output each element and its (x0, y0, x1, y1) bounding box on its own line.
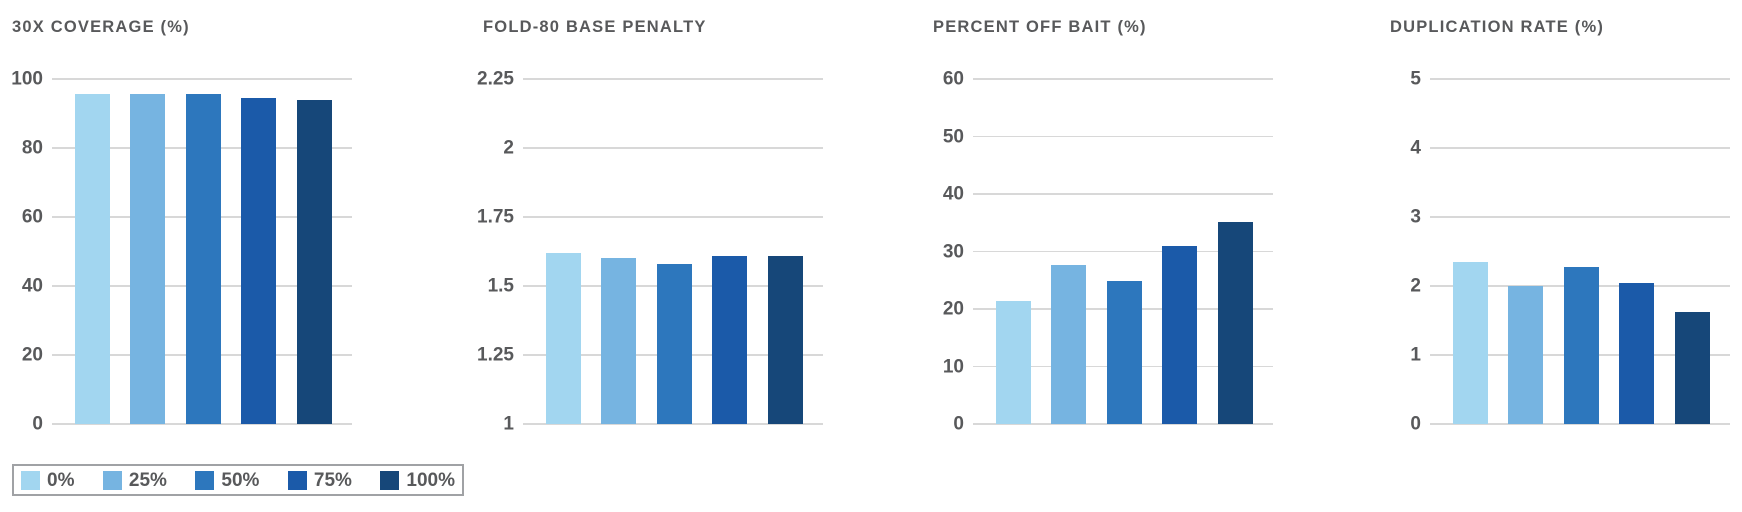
y-tick-label: 30 (942, 241, 964, 262)
y-tick-label: 60 (942, 68, 964, 90)
plot-area: 0 1 2 3 4 5 (1410, 70, 1730, 434)
y-tick-label: 20 (21, 344, 43, 366)
y-tick-label: 0 (953, 413, 964, 435)
y-tick-label: 0 (32, 413, 43, 435)
gridline (973, 250, 1273, 253)
gridline (973, 135, 1273, 138)
chart-title: PERCENT OFF BAIT (%) (933, 18, 1147, 36)
gridline (523, 423, 823, 425)
bar-100% (1217, 222, 1253, 424)
legend-label: 100% (406, 469, 455, 491)
plot-area: 1 1.25 1.5 1.75 2 2.25 (477, 70, 823, 434)
legend-item-50pct: 50% (195, 469, 260, 491)
bar-25% (130, 93, 165, 424)
y-tick-label: 1.75 (477, 206, 514, 228)
y-tick-label: 5 (1410, 68, 1421, 90)
gridline (523, 216, 823, 218)
plot-area: 0 20 40 60 80 100 (11, 70, 352, 434)
y-tick-label: 1.25 (477, 344, 514, 366)
bar-75% (1619, 282, 1654, 424)
y-tick-label: 1 (503, 413, 514, 435)
y-tick-label: 50 (942, 126, 964, 147)
gridline (973, 78, 1273, 80)
y-tick-label: 2 (503, 137, 514, 159)
chart-fold-80-base-penalty: FOLD-80 BASE PENALTY 1 1.25 1.5 1.75 2 2.25 (477, 0, 833, 440)
legend-swatch (287, 470, 307, 490)
gridline (973, 193, 1273, 195)
y-tick-label: 40 (21, 275, 43, 297)
bar-25% (601, 258, 636, 424)
chart-30x-coverage: 30X COVERAGE (%) 0 20 40 60 80 100 (10, 0, 362, 440)
bar-75% (1162, 246, 1197, 424)
bar-50% (1106, 280, 1142, 424)
legend: 0% 25% 50% 75% 100% (12, 464, 464, 496)
bar-50% (656, 263, 692, 424)
bar-0% (74, 93, 110, 424)
y-tick-label: 1 (1410, 344, 1421, 366)
legend-item-0pct: 0% (21, 469, 75, 491)
legend-swatch (21, 470, 40, 490)
gridline (52, 78, 352, 80)
gridline (973, 423, 1273, 425)
legend-swatch (195, 470, 215, 490)
y-tick-label: 40 (942, 183, 964, 205)
bar-100% (767, 255, 803, 424)
legend-label: 25% (128, 469, 167, 491)
y-tick-label: 100 (11, 68, 43, 90)
bar-75% (712, 255, 747, 424)
bar-25% (1508, 286, 1543, 424)
legend-swatch (102, 470, 122, 490)
legend-item-100pct: 100% (380, 469, 455, 491)
legend-label: 75% (313, 469, 352, 491)
gridline (1430, 423, 1730, 425)
bar-0% (545, 252, 581, 424)
bar-50% (1563, 266, 1599, 424)
bar-75% (241, 97, 276, 424)
legend-item-75pct: 75% (287, 469, 352, 491)
y-tick-label: 4 (1410, 137, 1421, 159)
gridline (523, 147, 823, 149)
legend-swatch (380, 470, 400, 490)
gridline (1430, 216, 1730, 218)
legend-item-25pct: 25% (102, 469, 167, 491)
legend-label: 0% (47, 469, 75, 491)
chart-title: 30X COVERAGE (%) (12, 18, 190, 36)
y-tick-label: 60 (21, 206, 43, 228)
chart-percent-off-bait: PERCENT OFF BAIT (%) 0 10 20 30 40 50 60 (931, 0, 1283, 440)
y-tick-label: 10 (942, 356, 964, 377)
y-tick-label: 3 (1410, 206, 1421, 228)
plot-area: 0 10 20 30 40 50 60 (943, 70, 1273, 434)
chart-title: FOLD-80 BASE PENALTY (483, 18, 707, 36)
bar-0% (1452, 261, 1488, 424)
bar-0% (995, 300, 1031, 424)
gridline (52, 423, 352, 425)
y-tick-label: 80 (21, 137, 43, 159)
y-tick-label: 0 (1410, 413, 1421, 435)
chart-duplication-rate: DUPLICATION RATE (%) 0 1 2 3 4 5 (1388, 0, 1740, 440)
y-tick-label: 1.5 (487, 275, 514, 297)
gridline (1430, 78, 1730, 80)
bar-100% (296, 99, 332, 424)
legend-label: 50% (221, 469, 260, 491)
y-tick-label: 2 (1410, 275, 1421, 297)
gridline (1430, 147, 1730, 149)
y-tick-label: 2.25 (477, 68, 514, 90)
bar-100% (1674, 311, 1710, 424)
bar-50% (185, 93, 221, 424)
chart-title: DUPLICATION RATE (%) (1390, 18, 1605, 36)
gridline (523, 78, 823, 80)
bar-25% (1051, 264, 1086, 424)
y-tick-label: 20 (942, 298, 964, 320)
